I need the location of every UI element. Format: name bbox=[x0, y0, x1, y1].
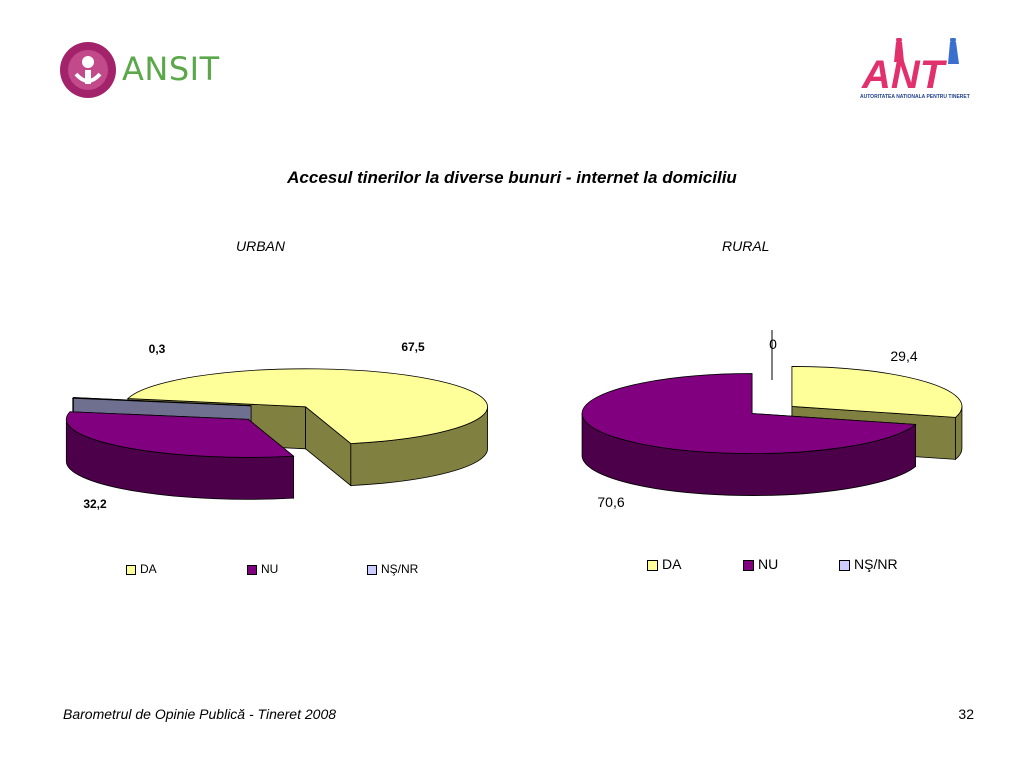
pie-chart-rural: 29,4 70,6 0 bbox=[581, 330, 963, 510]
legend-item-da: DA bbox=[647, 556, 681, 572]
ansit-logo-icon bbox=[60, 42, 116, 98]
pie-slice-top-da bbox=[126, 368, 488, 445]
pie-slice-top-nu bbox=[65, 411, 295, 458]
ant-logo-icon: ANT bbox=[861, 37, 959, 97]
pie-slice-top-da bbox=[791, 366, 963, 418]
data-label-ns-nr: 0,3 bbox=[149, 342, 166, 356]
pie-slice-nu bbox=[65, 411, 295, 500]
legend-item-ns-nr: NŞ/NR bbox=[839, 556, 898, 572]
data-label-da: 29,4 bbox=[890, 348, 917, 364]
data-label-nu: 32,2 bbox=[83, 497, 107, 511]
data-label-nu: 70,6 bbox=[597, 494, 624, 510]
page-number: 32 bbox=[958, 706, 974, 722]
legend-item-nu: NU bbox=[743, 556, 778, 572]
ansit-logo: ANSIT bbox=[58, 40, 228, 100]
ant-logo: ANT AUTORITATEA NATIONALA PENTRU TINERET bbox=[856, 37, 976, 108]
ansit-logo-text: ANSIT bbox=[122, 50, 220, 88]
legend-swatch-ns-nr bbox=[367, 564, 377, 575]
pie-slice-top-nu bbox=[581, 373, 917, 454]
legend-swatch-da bbox=[647, 559, 658, 571]
pie-slice-nu bbox=[581, 373, 917, 496]
footer-text: Barometrul de Opinie Publică - Tineret 2… bbox=[63, 706, 337, 722]
data-label-ns-nr: 0 bbox=[769, 336, 777, 352]
pie-chart-urban: 67,5 32,2 0,3 bbox=[65, 340, 488, 511]
page-title: Accesul tinerilor la diverse bunuri - in… bbox=[287, 168, 737, 187]
legend-swatch-nu bbox=[247, 564, 257, 575]
data-label-da: 67,5 bbox=[401, 340, 425, 354]
legend-item-nu: NU bbox=[247, 562, 278, 576]
legend-swatch-nu bbox=[743, 559, 754, 571]
legend-swatch-da bbox=[126, 564, 136, 575]
ant-logo-text: ANT bbox=[861, 53, 948, 94]
legend-swatch-ns-nr bbox=[839, 559, 850, 571]
legend-item-ns-nr: NŞ/NR bbox=[367, 562, 418, 576]
chart-title-rural: RURAL bbox=[722, 238, 770, 254]
pie-slice-top-ns-nr bbox=[71, 397, 252, 407]
ant-logo-caption: AUTORITATEA NATIONALA PENTRU TINERET bbox=[860, 94, 970, 100]
legend-item-da: DA bbox=[126, 562, 157, 576]
chart-title-urban: URBAN bbox=[236, 238, 286, 254]
